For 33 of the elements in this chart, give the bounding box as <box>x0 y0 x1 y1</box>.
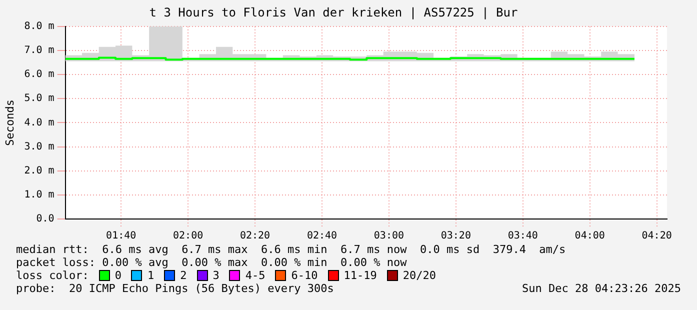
x-tick-label: 02:40 <box>306 230 338 242</box>
legend-label: 6-10 <box>291 269 318 282</box>
x-tick-label: 02:20 <box>240 230 270 242</box>
y-tick-label: 3.0 m <box>24 141 54 152</box>
legend-label: 2 <box>180 269 187 282</box>
legend-label: 20/20 <box>402 269 436 282</box>
y-axis-title: Seconds <box>3 100 16 146</box>
legend-label: 11-19 <box>344 269 377 282</box>
text: median rtt: 6.6 ms avg 6.7 ms max 6.6 ms min 6.7 ms now 0.0 ms sd 379.4 am/s <box>16 243 567 256</box>
y-tick-label: 6.0 m <box>24 69 54 80</box>
x-tick-label: 04:20 <box>642 230 672 242</box>
y-tick-label: 4.0 m <box>24 117 54 128</box>
text: Sun Dec 28 04:23:26 2025 <box>522 282 681 295</box>
y-tick-label: 0.0 <box>36 214 54 225</box>
x-tick-label: 02:00 <box>173 230 204 242</box>
text: packet loss: 0.00 % avg 0.00 % max 0.00 % min 0.00 % now <box>16 256 408 269</box>
x-tick-label: 01:40 <box>106 230 136 242</box>
x-tick-label: 03:00 <box>374 230 404 242</box>
legend-label: 4-5 <box>245 269 266 282</box>
y-tick-label: 5.0 m <box>24 93 54 104</box>
y-tick-label: 1.0 m <box>24 190 54 201</box>
y-tick-label: 8.0 m <box>24 20 54 32</box>
x-tick-label: 04:00 <box>574 230 605 242</box>
x-tick-label: 03:20 <box>440 230 471 242</box>
y-tick-label: 7.0 m <box>24 45 54 56</box>
x-tick-label: 03:40 <box>508 230 538 242</box>
legend-title: loss color: <box>16 269 89 282</box>
chart-title: t 3 Hours to Floris Van der krieken | AS57225 | Bur <box>149 5 518 20</box>
legend-label: 1 <box>147 269 154 282</box>
legend-label: 0 <box>114 269 122 282</box>
legend-label: 3 <box>212 269 220 282</box>
y-tick-label: 2.0 m <box>24 165 54 176</box>
text: probe: 20 ICMP Echo Pings (56 Bytes) every 300s <box>16 282 334 295</box>
